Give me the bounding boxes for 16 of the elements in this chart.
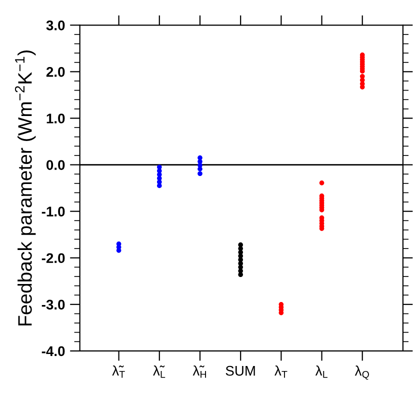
y-tick-label: -4.0 bbox=[42, 346, 65, 356]
x-tick-label: λ$_{L}$ bbox=[315, 365, 328, 378]
x-tick-label: λ̃$_{T}$ bbox=[112, 365, 125, 378]
y-tick-label: 0.0 bbox=[46, 160, 65, 170]
y-axis-title: Feedback parameter (Wm$^{−2}$K$^{−1}$) bbox=[14, 50, 36, 326]
x-tick-label: λ$_{Q}$ bbox=[354, 366, 369, 380]
y-tick-label: 1.0 bbox=[46, 114, 65, 124]
x-tick-label: λ$_{T}$ bbox=[274, 365, 288, 378]
y-tick-label: -1.0 bbox=[42, 206, 65, 216]
y-tick-label: 2.0 bbox=[46, 67, 65, 77]
x-tick-label: λ̃$_{L}$ bbox=[153, 365, 166, 378]
x-tick-label: λ̃$_{H}$ bbox=[192, 365, 206, 378]
y-tick-label: -3.0 bbox=[42, 300, 65, 310]
x-tick-label: SUM bbox=[226, 366, 255, 376]
y-tick-label: -2.0 bbox=[42, 253, 65, 264]
y-tick-label: 3.0 bbox=[46, 20, 65, 30]
